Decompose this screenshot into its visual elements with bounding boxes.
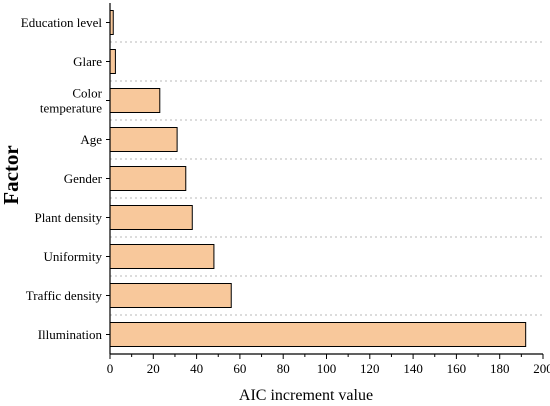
category-label: Plant density xyxy=(34,210,102,225)
bar xyxy=(109,244,215,269)
bar xyxy=(109,205,193,230)
bar xyxy=(109,49,116,74)
bar xyxy=(109,166,187,191)
bar xyxy=(109,88,161,113)
bar xyxy=(109,322,527,347)
x-tick-label: 180 xyxy=(490,361,510,376)
category-label: Age xyxy=(80,132,102,147)
category-label: Color temperature xyxy=(40,86,103,116)
x-tick-label: 200 xyxy=(533,361,550,376)
x-tick-label: 80 xyxy=(277,361,290,376)
category-label: Traffic density xyxy=(26,288,103,303)
category-label: Uniformity xyxy=(44,249,103,264)
x-tick-label: 0 xyxy=(107,361,114,376)
category-label: Illumination xyxy=(38,327,103,342)
x-tick-label: 160 xyxy=(447,361,467,376)
bars xyxy=(109,10,527,347)
x-axis-title: AIC increment value xyxy=(239,387,373,404)
y-axis-title: Factor xyxy=(0,145,23,204)
x-tick-label: 140 xyxy=(403,361,423,376)
x-tick-label: 120 xyxy=(360,361,380,376)
category-label: Education level xyxy=(21,15,103,30)
category-label: Gender xyxy=(64,171,103,186)
bar xyxy=(109,283,232,308)
x-tick-label: 20 xyxy=(147,361,160,376)
axes xyxy=(106,3,544,359)
category-labels: Education level Glare Color temperature Age G… xyxy=(21,15,103,342)
category-label: Glare xyxy=(73,54,102,69)
x-tick-label: 100 xyxy=(317,361,337,376)
grid-lines xyxy=(110,41,543,316)
x-tick-label: 60 xyxy=(233,361,246,376)
x-tick-label: 40 xyxy=(190,361,203,376)
x-tick-labels: 0 20 40 60 80 100 120 140 160 180 200 xyxy=(107,361,550,376)
bar xyxy=(109,127,178,152)
